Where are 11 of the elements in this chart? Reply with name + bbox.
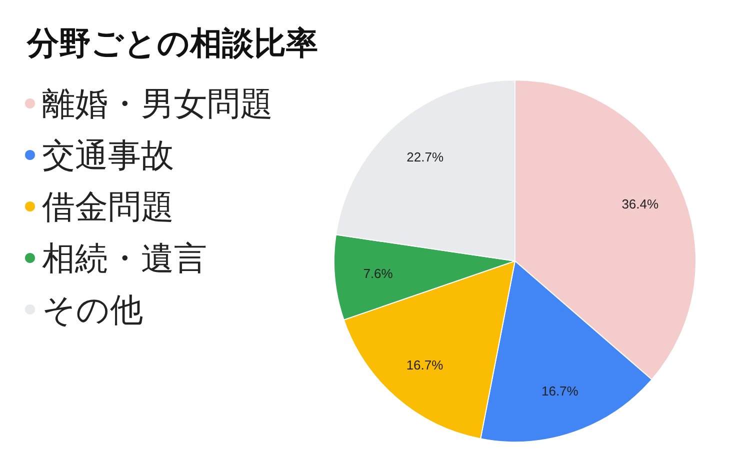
legend-label: 借金問題 [42, 187, 174, 226]
legend-label: その他 [42, 290, 143, 329]
legend-label: 交通事故 [42, 136, 174, 174]
data-label: 36.4% [622, 196, 659, 212]
legend-label: 離婚・男女問題 [42, 84, 273, 123]
data-label: 16.7% [406, 357, 444, 372]
data-label: 7.6% [363, 266, 394, 282]
data-label: 22.7% [406, 149, 444, 164]
chart-title: 分野ごとの相談比率 [26, 24, 318, 62]
data-label: 16.7% [541, 384, 579, 399]
legend-label: 相続・遺言 [42, 238, 207, 278]
